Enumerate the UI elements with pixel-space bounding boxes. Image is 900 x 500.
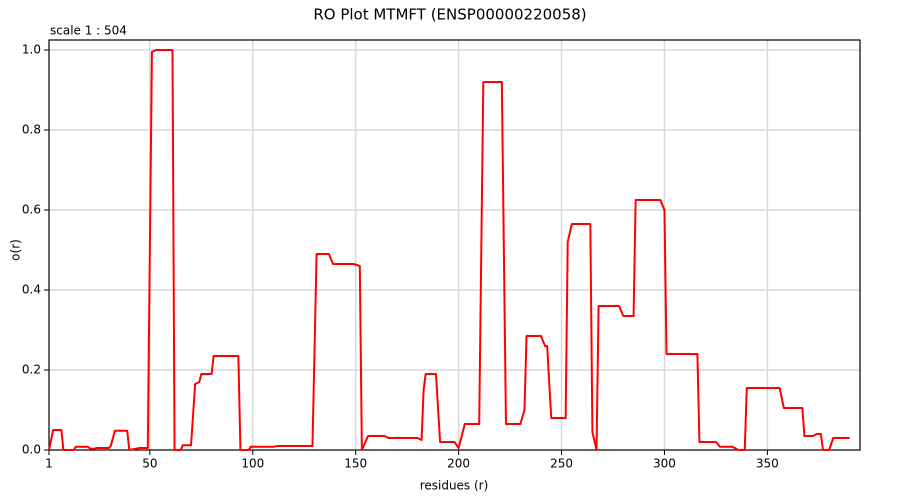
y-tick-label: 0.8: [22, 123, 41, 137]
plot-frame: [48, 39, 861, 451]
x-tick-label: 350: [756, 457, 779, 471]
x-axis-label: residues (r): [420, 479, 489, 493]
y-axis-label: o(r): [9, 239, 23, 261]
x-tick-label: 200: [447, 457, 470, 471]
x-tick-label: 150: [344, 457, 367, 471]
scale-annotation: scale 1 : 504: [50, 24, 127, 38]
data-line: [48, 49, 850, 451]
x-tick-label: 300: [653, 457, 676, 471]
y-tick-label: 0.2: [22, 363, 41, 377]
y-tick-label: 0.4: [22, 283, 41, 297]
x-tick-label: 100: [241, 457, 264, 471]
x-tick-label: 250: [550, 457, 573, 471]
y-tick-label: 1.0: [22, 43, 41, 57]
y-tick-label: 0.0: [22, 443, 41, 457]
y-tick-label: 0.6: [22, 203, 41, 217]
x-tick-label: 50: [142, 457, 157, 471]
x-tick-label: 1: [45, 457, 53, 471]
chart-title: RO Plot MTMFT (ENSP00000220058): [313, 6, 586, 24]
